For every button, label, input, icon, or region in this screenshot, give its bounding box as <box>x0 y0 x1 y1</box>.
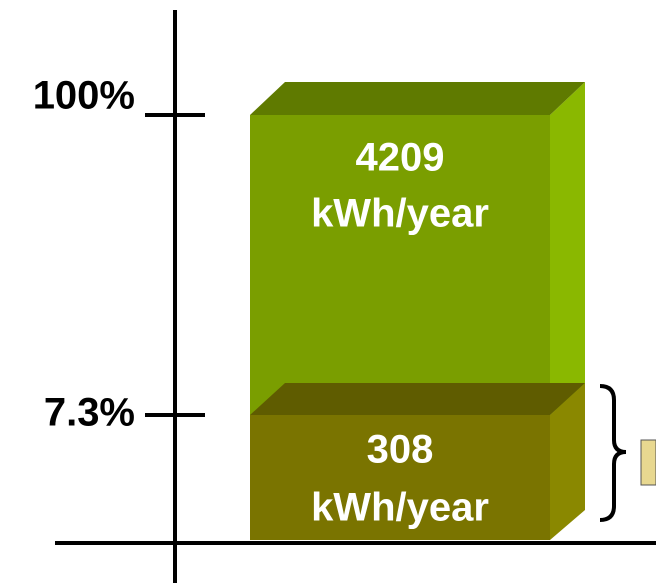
box-unit: kWh/year <box>311 192 489 236</box>
tick-label: 100% <box>33 74 135 118</box>
box-front <box>250 115 550 415</box>
box-front <box>250 415 550 540</box>
icon <box>640 439 656 486</box>
brace <box>599 384 627 522</box>
box-side <box>550 383 585 540</box>
box-top <box>250 383 585 415</box>
box-value: 308 <box>367 428 434 472</box>
box-value: 4209 <box>356 136 445 180</box>
box-top <box>250 82 585 115</box>
box-side <box>550 82 585 415</box>
tick-label: 7.3% <box>44 391 135 435</box>
box-unit: kWh/year <box>311 486 489 530</box>
